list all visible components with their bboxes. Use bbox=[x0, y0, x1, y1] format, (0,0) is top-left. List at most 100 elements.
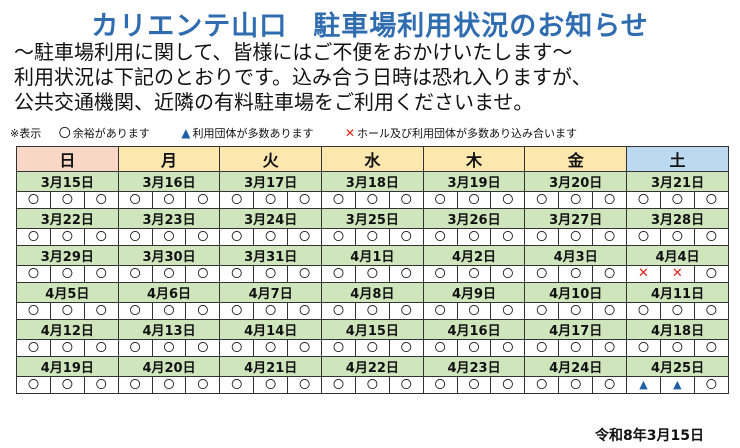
date-cell: 4月15日 bbox=[321, 319, 424, 340]
legend-item-busy: ▲ 利用団体が多数あります bbox=[181, 125, 327, 141]
circle-icon: 〇 bbox=[61, 193, 73, 206]
status-row: 〇 〇 〇 〇 〇 〇 〇 〇 〇 〇 〇 〇 〇 〇 〇 〇 〇 〇 ▲ ▲ 〇 bbox=[16, 376, 730, 394]
status-cell: 〇 bbox=[592, 339, 628, 357]
circle-icon: 〇 bbox=[197, 193, 209, 206]
circle-icon: 〇 bbox=[637, 341, 649, 354]
circle-icon: 〇 bbox=[637, 230, 649, 243]
circle-icon: 〇 bbox=[299, 267, 311, 280]
circle-icon: 〇 bbox=[231, 193, 243, 206]
date-cell: 4月13日 bbox=[117, 319, 221, 340]
circle-icon: 〇 bbox=[27, 267, 39, 280]
date-cell: 4月11日 bbox=[626, 282, 729, 303]
circle-icon: 〇 bbox=[27, 193, 39, 206]
circle-icon: 〇 bbox=[366, 378, 378, 391]
status-cell: 〇 bbox=[287, 228, 323, 246]
status-cell: 〇 bbox=[321, 228, 356, 246]
circle-icon: 〇 bbox=[400, 304, 412, 317]
circle-icon: 〇 bbox=[637, 193, 649, 206]
circle-icon: 〇 bbox=[468, 230, 480, 243]
status-cell: 〇 bbox=[558, 228, 594, 246]
circle-icon: 〇 bbox=[366, 193, 378, 206]
circle-icon: 〇 bbox=[129, 193, 141, 206]
date-cell: 3月30日 bbox=[117, 245, 221, 266]
circle-icon: 〇 bbox=[502, 193, 514, 206]
circle-icon: 〇 bbox=[299, 193, 311, 206]
status-row: 〇 〇 〇 〇 〇 〇 〇 〇 〇 〇 〇 〇 〇 〇 〇 〇 〇 〇 〇 〇 〇 bbox=[16, 339, 730, 357]
status-row: 〇 〇 〇 〇 〇 〇 〇 〇 〇 〇 〇 〇 〇 〇 〇 〇 〇 〇 〇 〇 〇 bbox=[16, 302, 730, 320]
circle-icon: 〇 bbox=[231, 378, 243, 391]
status-cell: 〇 bbox=[558, 191, 594, 209]
circle-icon: 〇 bbox=[129, 341, 141, 354]
date-cell: 3月20日 bbox=[524, 171, 628, 192]
circle-icon: 〇 bbox=[299, 230, 311, 243]
status-cell: 〇 bbox=[219, 228, 255, 246]
status-cell: 〇 bbox=[456, 302, 492, 320]
status-cell: 〇 bbox=[456, 339, 492, 357]
status-cell: 〇 bbox=[490, 265, 526, 283]
circle-icon: 〇 bbox=[61, 341, 73, 354]
circle-icon: 〇 bbox=[58, 126, 71, 140]
status-cell: 〇 bbox=[321, 265, 356, 283]
status-cell: 〇 bbox=[117, 191, 153, 209]
status-cell: 〇 bbox=[49, 376, 85, 394]
date-cell: 4月3日 bbox=[524, 245, 628, 266]
circle-icon: 〇 bbox=[231, 341, 243, 354]
status-cell: 〇 bbox=[524, 339, 560, 357]
status-cell: 〇 bbox=[83, 191, 119, 209]
legend-item-available: 〇余裕があります bbox=[59, 124, 164, 141]
circle-icon: 〇 bbox=[265, 304, 277, 317]
status-cell: 〇 bbox=[49, 302, 85, 320]
circle-icon: 〇 bbox=[61, 378, 73, 391]
status-cell: 〇 bbox=[219, 339, 255, 357]
circle-icon: 〇 bbox=[637, 304, 649, 317]
date-cell: 4月9日 bbox=[422, 282, 526, 303]
status-cell: 〇 bbox=[287, 265, 323, 283]
circle-icon: 〇 bbox=[604, 230, 616, 243]
circle-icon: 〇 bbox=[332, 341, 344, 354]
status-cell: 〇 bbox=[626, 228, 661, 246]
status-cell: 〇 bbox=[321, 302, 356, 320]
date-cell: 3月26日 bbox=[422, 208, 526, 229]
circle-icon: 〇 bbox=[434, 304, 446, 317]
venue-name: カリエンテ山口 bbox=[91, 11, 288, 42]
status-cell: 〇 bbox=[354, 191, 390, 209]
legend-item-crowded: ✕ ホール及び利用団体が多数あり込み合います bbox=[345, 125, 591, 141]
status-cell: 〇 bbox=[185, 302, 221, 320]
date-row: 4月12日 4月13日 4月14日 4月15日 4月16日 4月17日 4月18日 bbox=[16, 319, 729, 340]
status-cell: 〇 bbox=[456, 228, 492, 246]
date-cell: 4月4日 bbox=[626, 245, 729, 266]
circle-icon: 〇 bbox=[705, 304, 717, 317]
status-cell: 〇 bbox=[693, 191, 730, 209]
circle-icon: 〇 bbox=[468, 193, 480, 206]
legend-text: 利用団体が多数あります bbox=[192, 127, 314, 140]
circle-icon: 〇 bbox=[299, 304, 311, 317]
status-cell: 〇 bbox=[253, 339, 289, 357]
date-cell: 4月19日 bbox=[16, 356, 119, 377]
circle-icon: 〇 bbox=[265, 378, 277, 391]
circle-icon: 〇 bbox=[536, 267, 548, 280]
status-cell: 〇 bbox=[287, 191, 323, 209]
status-cell: ✕ bbox=[659, 265, 695, 283]
notice-title: 駐車場利用状況のお知らせ bbox=[313, 11, 649, 42]
date-cell: 4月17日 bbox=[524, 319, 628, 340]
date-cell: 4月24日 bbox=[524, 356, 628, 377]
circle-icon: 〇 bbox=[61, 304, 73, 317]
circle-icon: 〇 bbox=[197, 378, 209, 391]
date-cell: 4月22日 bbox=[321, 356, 424, 377]
status-cell: 〇 bbox=[117, 376, 153, 394]
intro-line: ～駐車場利用に関して、皆様にはご不便をおかけいたします～ bbox=[14, 40, 573, 64]
status-cell: 〇 bbox=[151, 228, 187, 246]
status-cell: 〇 bbox=[117, 302, 153, 320]
status-cell: 〇 bbox=[151, 302, 187, 320]
status-cell: ▲ bbox=[626, 376, 661, 394]
circle-icon: 〇 bbox=[536, 304, 548, 317]
circle-icon: 〇 bbox=[502, 267, 514, 280]
circle-icon: 〇 bbox=[265, 341, 277, 354]
circle-icon: 〇 bbox=[231, 230, 243, 243]
status-cell: 〇 bbox=[388, 302, 424, 320]
circle-icon: 〇 bbox=[604, 267, 616, 280]
status-cell: 〇 bbox=[422, 376, 458, 394]
circle-icon: 〇 bbox=[604, 304, 616, 317]
status-cell: 〇 bbox=[83, 265, 119, 283]
status-cell: 〇 bbox=[388, 265, 424, 283]
